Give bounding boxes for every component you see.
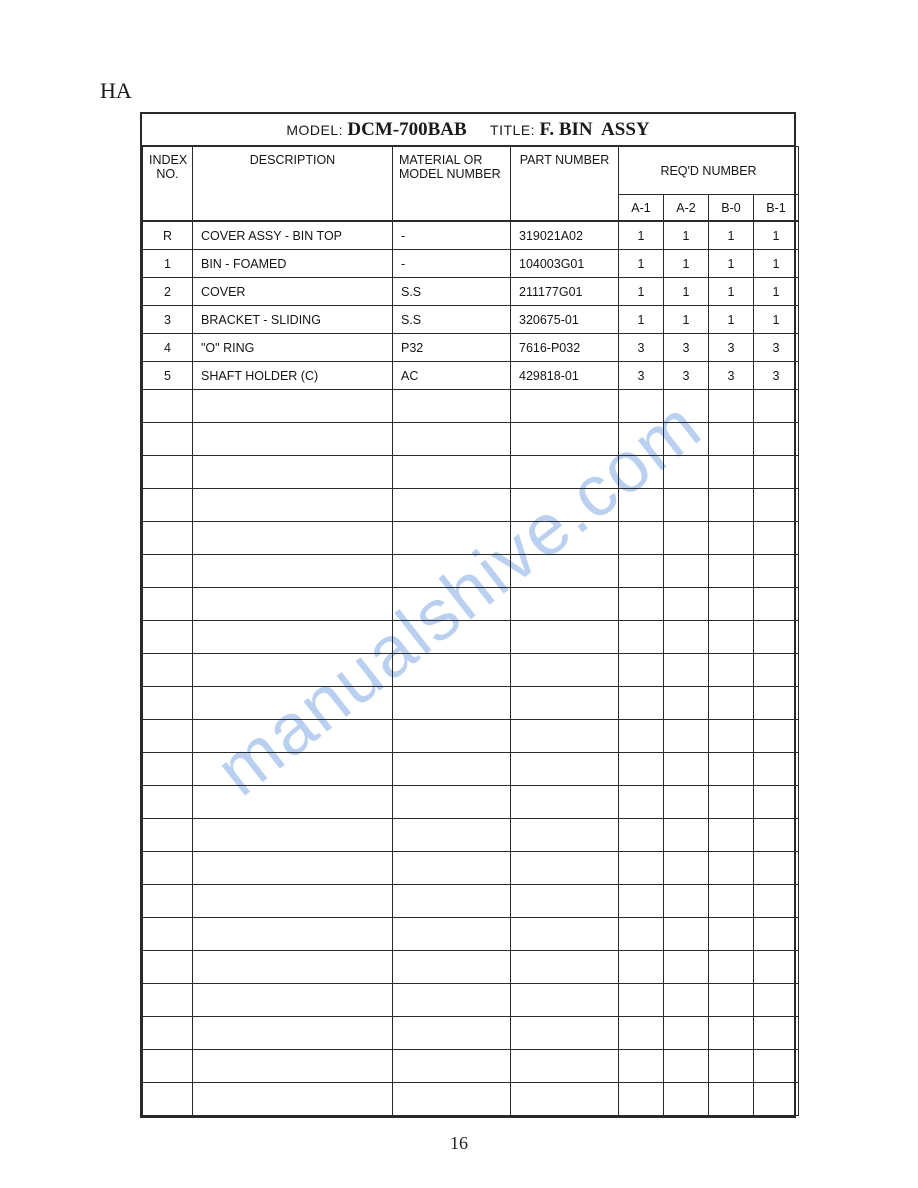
cell-b0: 3 — [709, 362, 754, 390]
cell-a1: 1 — [619, 278, 664, 306]
cell-b1: 3 — [754, 362, 799, 390]
cell-a2: 3 — [664, 362, 709, 390]
table-row-empty — [143, 720, 799, 753]
cell-a1: 3 — [619, 362, 664, 390]
title-label: TITLE — [490, 122, 531, 138]
table-row: 4"O" RINGP327616-P0323333 — [143, 334, 799, 362]
cell-description: COVER ASSY - BIN TOP — [193, 222, 393, 250]
page: HA manualshive.com MODEL: DCM-700BAB TIT… — [0, 0, 918, 1188]
col-part: PART NUMBER — [511, 147, 619, 221]
col-material: MATERIAL OR MODEL NUMBER — [393, 147, 511, 221]
title-value: F. BIN ASSY — [539, 119, 649, 140]
cell-a2: 1 — [664, 250, 709, 278]
table-body: RCOVER ASSY - BIN TOP-319021A0211111BIN … — [142, 221, 799, 1116]
cell-index: R — [143, 222, 193, 250]
cell-a1: 1 — [619, 306, 664, 334]
table-row-empty — [143, 390, 799, 423]
table-row-empty — [143, 555, 799, 588]
table-row-empty — [143, 489, 799, 522]
cell-material: AC — [393, 362, 511, 390]
table-row-empty — [143, 885, 799, 918]
cell-a1: 3 — [619, 334, 664, 362]
table-row: RCOVER ASSY - BIN TOP-319021A021111 — [143, 222, 799, 250]
cell-index: 2 — [143, 278, 193, 306]
cell-part: 320675-01 — [511, 306, 619, 334]
table-row-empty — [143, 1050, 799, 1083]
table-row-empty — [143, 1083, 799, 1116]
col-b1: B-1 — [754, 195, 799, 221]
table-row-empty — [143, 687, 799, 720]
col-a1: A-1 — [619, 195, 664, 221]
table-row-empty — [143, 852, 799, 885]
model-value: DCM-700BAB — [347, 119, 466, 140]
col-b0: B-0 — [709, 195, 754, 221]
cell-index: 3 — [143, 306, 193, 334]
page-number: 16 — [0, 1133, 918, 1154]
cell-index: 4 — [143, 334, 193, 362]
cell-part: 104003G01 — [511, 250, 619, 278]
cell-index: 1 — [143, 250, 193, 278]
table-row-empty — [143, 654, 799, 687]
table-row-empty — [143, 786, 799, 819]
cell-b1: 3 — [754, 334, 799, 362]
cell-b0: 1 — [709, 306, 754, 334]
table-row-empty — [143, 819, 799, 852]
cell-b0: 1 — [709, 250, 754, 278]
cell-b1: 1 — [754, 250, 799, 278]
table-row-empty — [143, 423, 799, 456]
corner-label: HA — [100, 78, 132, 104]
cell-description: "O" RING — [193, 334, 393, 362]
cell-material: S.S — [393, 278, 511, 306]
table-row-empty — [143, 588, 799, 621]
cell-material: P32 — [393, 334, 511, 362]
cell-a2: 1 — [664, 306, 709, 334]
cell-b1: 1 — [754, 278, 799, 306]
col-a2: A-2 — [664, 195, 709, 221]
table-header: INDEX NO. DESCRIPTION MATERIAL OR MODEL … — [142, 146, 799, 221]
cell-a2: 3 — [664, 334, 709, 362]
table-row-empty — [143, 753, 799, 786]
cell-description: COVER — [193, 278, 393, 306]
cell-b1: 1 — [754, 222, 799, 250]
table-row-empty — [143, 456, 799, 489]
cell-a1: 1 — [619, 250, 664, 278]
col-index: INDEX NO. — [143, 147, 193, 221]
table-row-empty — [143, 918, 799, 951]
table-row-empty — [143, 621, 799, 654]
cell-part: 319021A02 — [511, 222, 619, 250]
model-label: MODEL — [286, 122, 338, 138]
cell-a2: 1 — [664, 278, 709, 306]
cell-part: 429818-01 — [511, 362, 619, 390]
cell-a1: 1 — [619, 222, 664, 250]
cell-index: 5 — [143, 362, 193, 390]
table-row-empty — [143, 522, 799, 555]
cell-b0: 1 — [709, 222, 754, 250]
table-titlebar: MODEL: DCM-700BAB TITLE: F. BIN ASSY — [142, 114, 794, 146]
cell-part: 7616-P032 — [511, 334, 619, 362]
cell-description: SHAFT HOLDER (C) — [193, 362, 393, 390]
cell-b1: 1 — [754, 306, 799, 334]
cell-material: S.S — [393, 306, 511, 334]
table-row-empty — [143, 1017, 799, 1050]
cell-b0: 3 — [709, 334, 754, 362]
col-description: DESCRIPTION — [193, 147, 393, 221]
cell-description: BRACKET - SLIDING — [193, 306, 393, 334]
table-row: 5SHAFT HOLDER (C)AC429818-013333 — [143, 362, 799, 390]
cell-part: 211177G01 — [511, 278, 619, 306]
cell-description: BIN - FOAMED — [193, 250, 393, 278]
cell-material: - — [393, 250, 511, 278]
table-row: 1BIN - FOAMED-104003G011111 — [143, 250, 799, 278]
cell-a2: 1 — [664, 222, 709, 250]
table-row: 3BRACKET - SLIDINGS.S320675-011111 — [143, 306, 799, 334]
table-row-empty — [143, 951, 799, 984]
parts-table-frame: MODEL: DCM-700BAB TITLE: F. BIN ASSY IND… — [140, 112, 796, 1118]
table-row-empty — [143, 984, 799, 1017]
cell-material: - — [393, 222, 511, 250]
table-row: 2COVERS.S211177G011111 — [143, 278, 799, 306]
spacer — [467, 122, 490, 138]
cell-b0: 1 — [709, 278, 754, 306]
col-reqd: REQ'D NUMBER — [619, 147, 799, 195]
